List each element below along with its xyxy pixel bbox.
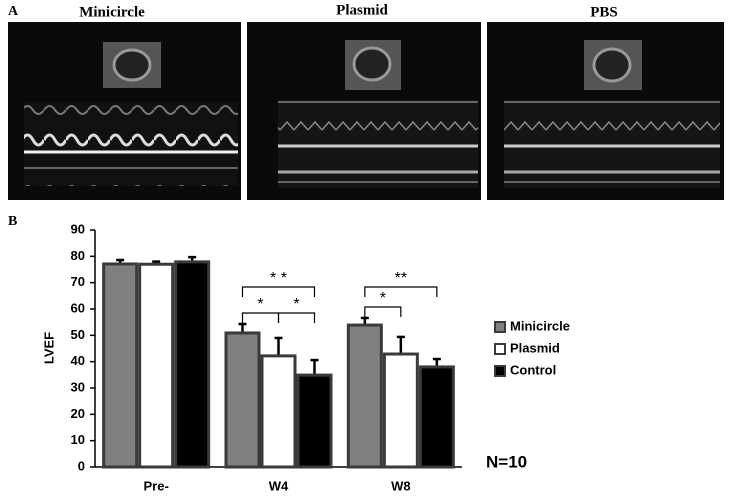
bar bbox=[102, 262, 139, 469]
legend-swatch bbox=[494, 321, 506, 333]
significance-bracket bbox=[364, 306, 402, 317]
panel-label: B bbox=[8, 214, 17, 229]
significance-bracket bbox=[277, 312, 316, 323]
significance-label: * bbox=[257, 296, 263, 313]
echo-image bbox=[247, 22, 481, 200]
echo-image bbox=[487, 22, 724, 200]
bar bbox=[260, 354, 297, 469]
significance-label: * bbox=[380, 290, 386, 307]
note: N=10 bbox=[486, 452, 527, 471]
x-tick-label: Pre- bbox=[144, 478, 169, 493]
bar bbox=[296, 373, 333, 469]
y-tick-label: 60 bbox=[71, 300, 85, 315]
significance-label: ** bbox=[395, 270, 407, 287]
significance-bracket bbox=[241, 286, 316, 297]
x-tick-label: W8 bbox=[391, 478, 411, 493]
significance-label: * bbox=[293, 296, 299, 313]
significance-label: * * bbox=[270, 270, 287, 287]
legend-label: Control bbox=[510, 362, 556, 377]
panel-a: A Minicircle Plasmid PBS bbox=[8, 2, 724, 200]
bar bbox=[382, 352, 419, 469]
y-tick-label: 10 bbox=[71, 432, 85, 447]
image-title: Plasmid bbox=[336, 2, 388, 18]
significance-bracket bbox=[364, 286, 438, 297]
image-title: Minicircle bbox=[79, 4, 145, 20]
y-tick-label: 20 bbox=[71, 406, 85, 421]
y-tick-label: 30 bbox=[71, 379, 85, 394]
y-axis-label: LVEF bbox=[41, 332, 56, 364]
y-tick-label: 70 bbox=[71, 274, 85, 289]
y-tick-label: 50 bbox=[71, 327, 85, 342]
legend-label: Plasmid bbox=[510, 340, 560, 355]
legend-swatch bbox=[494, 343, 506, 355]
legend-swatch bbox=[494, 365, 506, 377]
bar bbox=[138, 262, 175, 469]
bar bbox=[174, 260, 211, 469]
significance-bracket bbox=[241, 312, 280, 323]
echo-image bbox=[8, 22, 241, 200]
panel-label: A bbox=[8, 4, 19, 19]
x-tick-label: W4 bbox=[269, 478, 289, 493]
image-title: PBS bbox=[590, 4, 618, 20]
bar bbox=[346, 323, 383, 469]
bar bbox=[224, 331, 261, 469]
bar bbox=[418, 365, 455, 469]
y-tick-label: 90 bbox=[71, 221, 85, 236]
y-tick-label: 40 bbox=[71, 353, 85, 368]
y-tick-label: 80 bbox=[71, 248, 85, 263]
y-tick-label: 0 bbox=[78, 458, 85, 473]
legend-label: Minicircle bbox=[510, 318, 570, 333]
